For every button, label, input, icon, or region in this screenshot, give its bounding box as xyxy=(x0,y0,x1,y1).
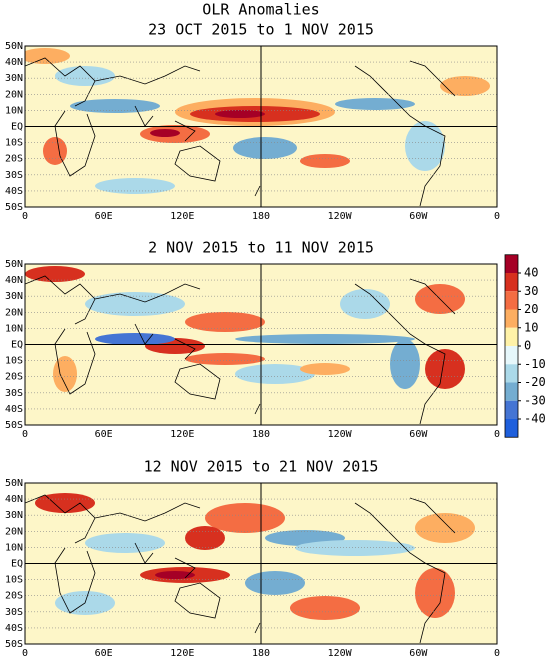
colorbar-segment xyxy=(505,346,518,365)
lat-label: 40N xyxy=(5,494,23,505)
page-title: OLR Anomalies xyxy=(202,1,319,19)
lon-label: 180 xyxy=(252,211,270,222)
lat-label: 40S xyxy=(5,404,23,415)
lat-label: 30N xyxy=(5,73,23,84)
lat-label: 20S xyxy=(5,591,23,602)
lat-label: 30S xyxy=(5,170,23,181)
colorbar-label: -40 xyxy=(524,412,546,426)
lon-label: 120E xyxy=(170,211,194,222)
lon-label: 60W xyxy=(409,211,428,222)
lon-label: 60W xyxy=(409,648,428,658)
lat-label: 10S xyxy=(5,138,23,149)
lon-label: 120E xyxy=(170,648,194,658)
map-frame xyxy=(24,45,498,208)
map-panel xyxy=(24,45,498,208)
map-frame xyxy=(24,263,498,426)
colorbar-segment xyxy=(505,400,518,419)
lat-label: 10N xyxy=(5,323,23,334)
lat-label: EQ xyxy=(11,340,23,351)
lon-label: 0 xyxy=(494,211,500,222)
lon-label: 60E xyxy=(95,648,113,658)
colorbar-label: 40 xyxy=(524,266,538,280)
colorbar-segment xyxy=(505,291,518,310)
lon-label: 60W xyxy=(409,429,428,440)
colorbar-label: -30 xyxy=(524,393,546,407)
lat-label: 50S xyxy=(5,420,23,431)
lat-label: 20N xyxy=(5,89,23,100)
anomaly-field xyxy=(25,493,475,644)
colorbar-label: 20 xyxy=(524,302,538,316)
lat-label: 30S xyxy=(5,607,23,618)
lat-label: EQ xyxy=(11,559,23,570)
panels xyxy=(24,45,498,645)
lon-label: 120E xyxy=(170,429,194,440)
lon-label: 0 xyxy=(22,648,28,658)
lat-label: 20S xyxy=(5,372,23,383)
colorbar-label: 10 xyxy=(524,320,538,334)
lat-label: 50S xyxy=(5,639,23,650)
lon-label: 180 xyxy=(252,648,270,658)
lon-label: 60E xyxy=(95,429,113,440)
colorbar-segment xyxy=(505,419,518,438)
lat-label: 40N xyxy=(5,57,23,68)
colorbar-label: -10 xyxy=(524,357,546,371)
map-panel xyxy=(24,482,498,645)
lat-label: 10S xyxy=(5,575,23,586)
lat-label: 20N xyxy=(5,307,23,318)
panel-title: 2 NOV 2015 to 11 NOV 2015 xyxy=(148,239,374,257)
colorbar-segment xyxy=(505,309,518,328)
lon-label: 0 xyxy=(494,648,500,658)
lat-label: 30S xyxy=(5,388,23,399)
lon-label: 120W xyxy=(328,429,353,440)
lon-label: 0 xyxy=(22,429,28,440)
colorbar-segment xyxy=(505,382,518,401)
lat-label: 30N xyxy=(5,291,23,302)
lat-label: 40S xyxy=(5,623,23,634)
colorbar: 40 30 20 10 0 -10 -20 -30 -40 xyxy=(504,254,546,438)
lon-label: 120W xyxy=(328,648,353,658)
lon-label: 0 xyxy=(494,429,500,440)
colorbar-segment xyxy=(505,254,518,273)
lon-label: 0 xyxy=(22,211,28,222)
lon-label: 180 xyxy=(252,429,270,440)
colorbar-label: 0 xyxy=(524,339,531,353)
anomaly-field xyxy=(25,48,490,207)
lat-label: 20N xyxy=(5,526,23,537)
lat-label: 50S xyxy=(5,202,23,213)
lat-label: 10N xyxy=(5,542,23,553)
panel-title: 12 NOV 2015 to 21 NOV 2015 xyxy=(144,458,379,476)
lat-label: 30N xyxy=(5,510,23,521)
lat-label: 50N xyxy=(5,41,23,52)
lat-label: EQ xyxy=(11,122,23,133)
lat-label: 50N xyxy=(5,478,23,489)
map-panel xyxy=(24,263,498,426)
map-frame xyxy=(24,482,498,645)
colorbar-segment xyxy=(505,273,518,292)
colorbar-segment xyxy=(505,327,518,346)
lon-label: 120W xyxy=(328,211,353,222)
lat-label: 20S xyxy=(5,154,23,165)
lat-label: 40S xyxy=(5,186,23,197)
lat-label: 50N xyxy=(5,259,23,270)
panel-title: 23 OCT 2015 to 1 NOV 2015 xyxy=(148,21,374,39)
lat-label: 10N xyxy=(5,105,23,116)
colorbar-label: 30 xyxy=(524,284,538,298)
lat-label: 10S xyxy=(5,356,23,367)
colorbar-label: -20 xyxy=(524,375,546,389)
lon-label: 60E xyxy=(95,211,113,222)
lat-label: 40N xyxy=(5,275,23,286)
colorbar-segment xyxy=(505,364,518,383)
